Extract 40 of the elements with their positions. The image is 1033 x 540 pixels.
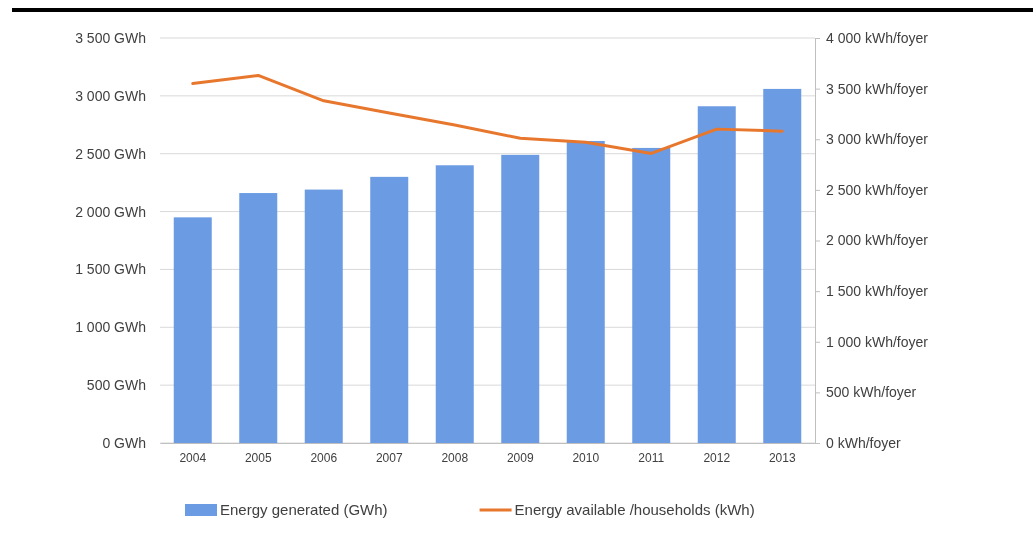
bar (173, 217, 212, 443)
bar (239, 193, 278, 443)
x-tick-label: 2011 (638, 450, 665, 465)
x-tick-label: 2006 (310, 450, 338, 465)
y-tick-label: 2 000 GWh (75, 203, 146, 220)
y2-tick-label: 2 500 kWh/foyer (826, 181, 929, 198)
bar (304, 189, 343, 443)
bar (501, 154, 540, 443)
y2-tick-label: 1 500 kWh/foyer (826, 283, 929, 300)
x-tick-label: 2010 (572, 450, 600, 465)
y-tick-label: 3 500 GWh (75, 29, 146, 46)
bar (435, 165, 474, 443)
y2-tick-label: 500 kWh/foyer (826, 384, 917, 401)
bar (566, 140, 605, 443)
x-tick-label: 2008 (441, 450, 469, 465)
y-tick-label: 0 GWh (102, 434, 146, 451)
bar (370, 176, 409, 443)
legend-label: Energy available /households (kWh) (514, 501, 755, 519)
y2-tick-label: 3 500 kWh/foyer (826, 80, 929, 97)
x-tick-label: 2013 (768, 450, 796, 465)
bar (697, 106, 736, 443)
x-tick-label: 2012 (703, 450, 731, 465)
y-tick-label: 3 000 GWh (75, 87, 146, 104)
line-series (191, 73, 784, 155)
y2-tick-label: 4 000 kWh/foyer (826, 29, 929, 46)
y2-tick-label: 2 000 kWh/foyer (826, 232, 929, 249)
bar (763, 88, 802, 443)
y-tick-label: 2 500 GWh (75, 145, 146, 162)
legend-label: Energy generated (GWh) (220, 501, 388, 519)
y-tick-label: 1 000 GWh (75, 319, 146, 336)
y2-tick-label: 3 000 kWh/foyer (826, 131, 929, 148)
y2-tick-label: 0 kWh/foyer (826, 434, 902, 451)
x-tick-label: 2004 (179, 450, 207, 465)
x-tick-label: 2007 (375, 450, 403, 465)
x-tick-label: 2009 (506, 450, 534, 465)
y-tick-label: 1 500 GWh (75, 261, 146, 278)
bar (632, 147, 671, 443)
x-tick-label: 2005 (244, 450, 272, 465)
y-tick-label: 500 GWh (86, 377, 146, 394)
y2-tick-label: 1 000 kWh/foyer (826, 333, 929, 350)
